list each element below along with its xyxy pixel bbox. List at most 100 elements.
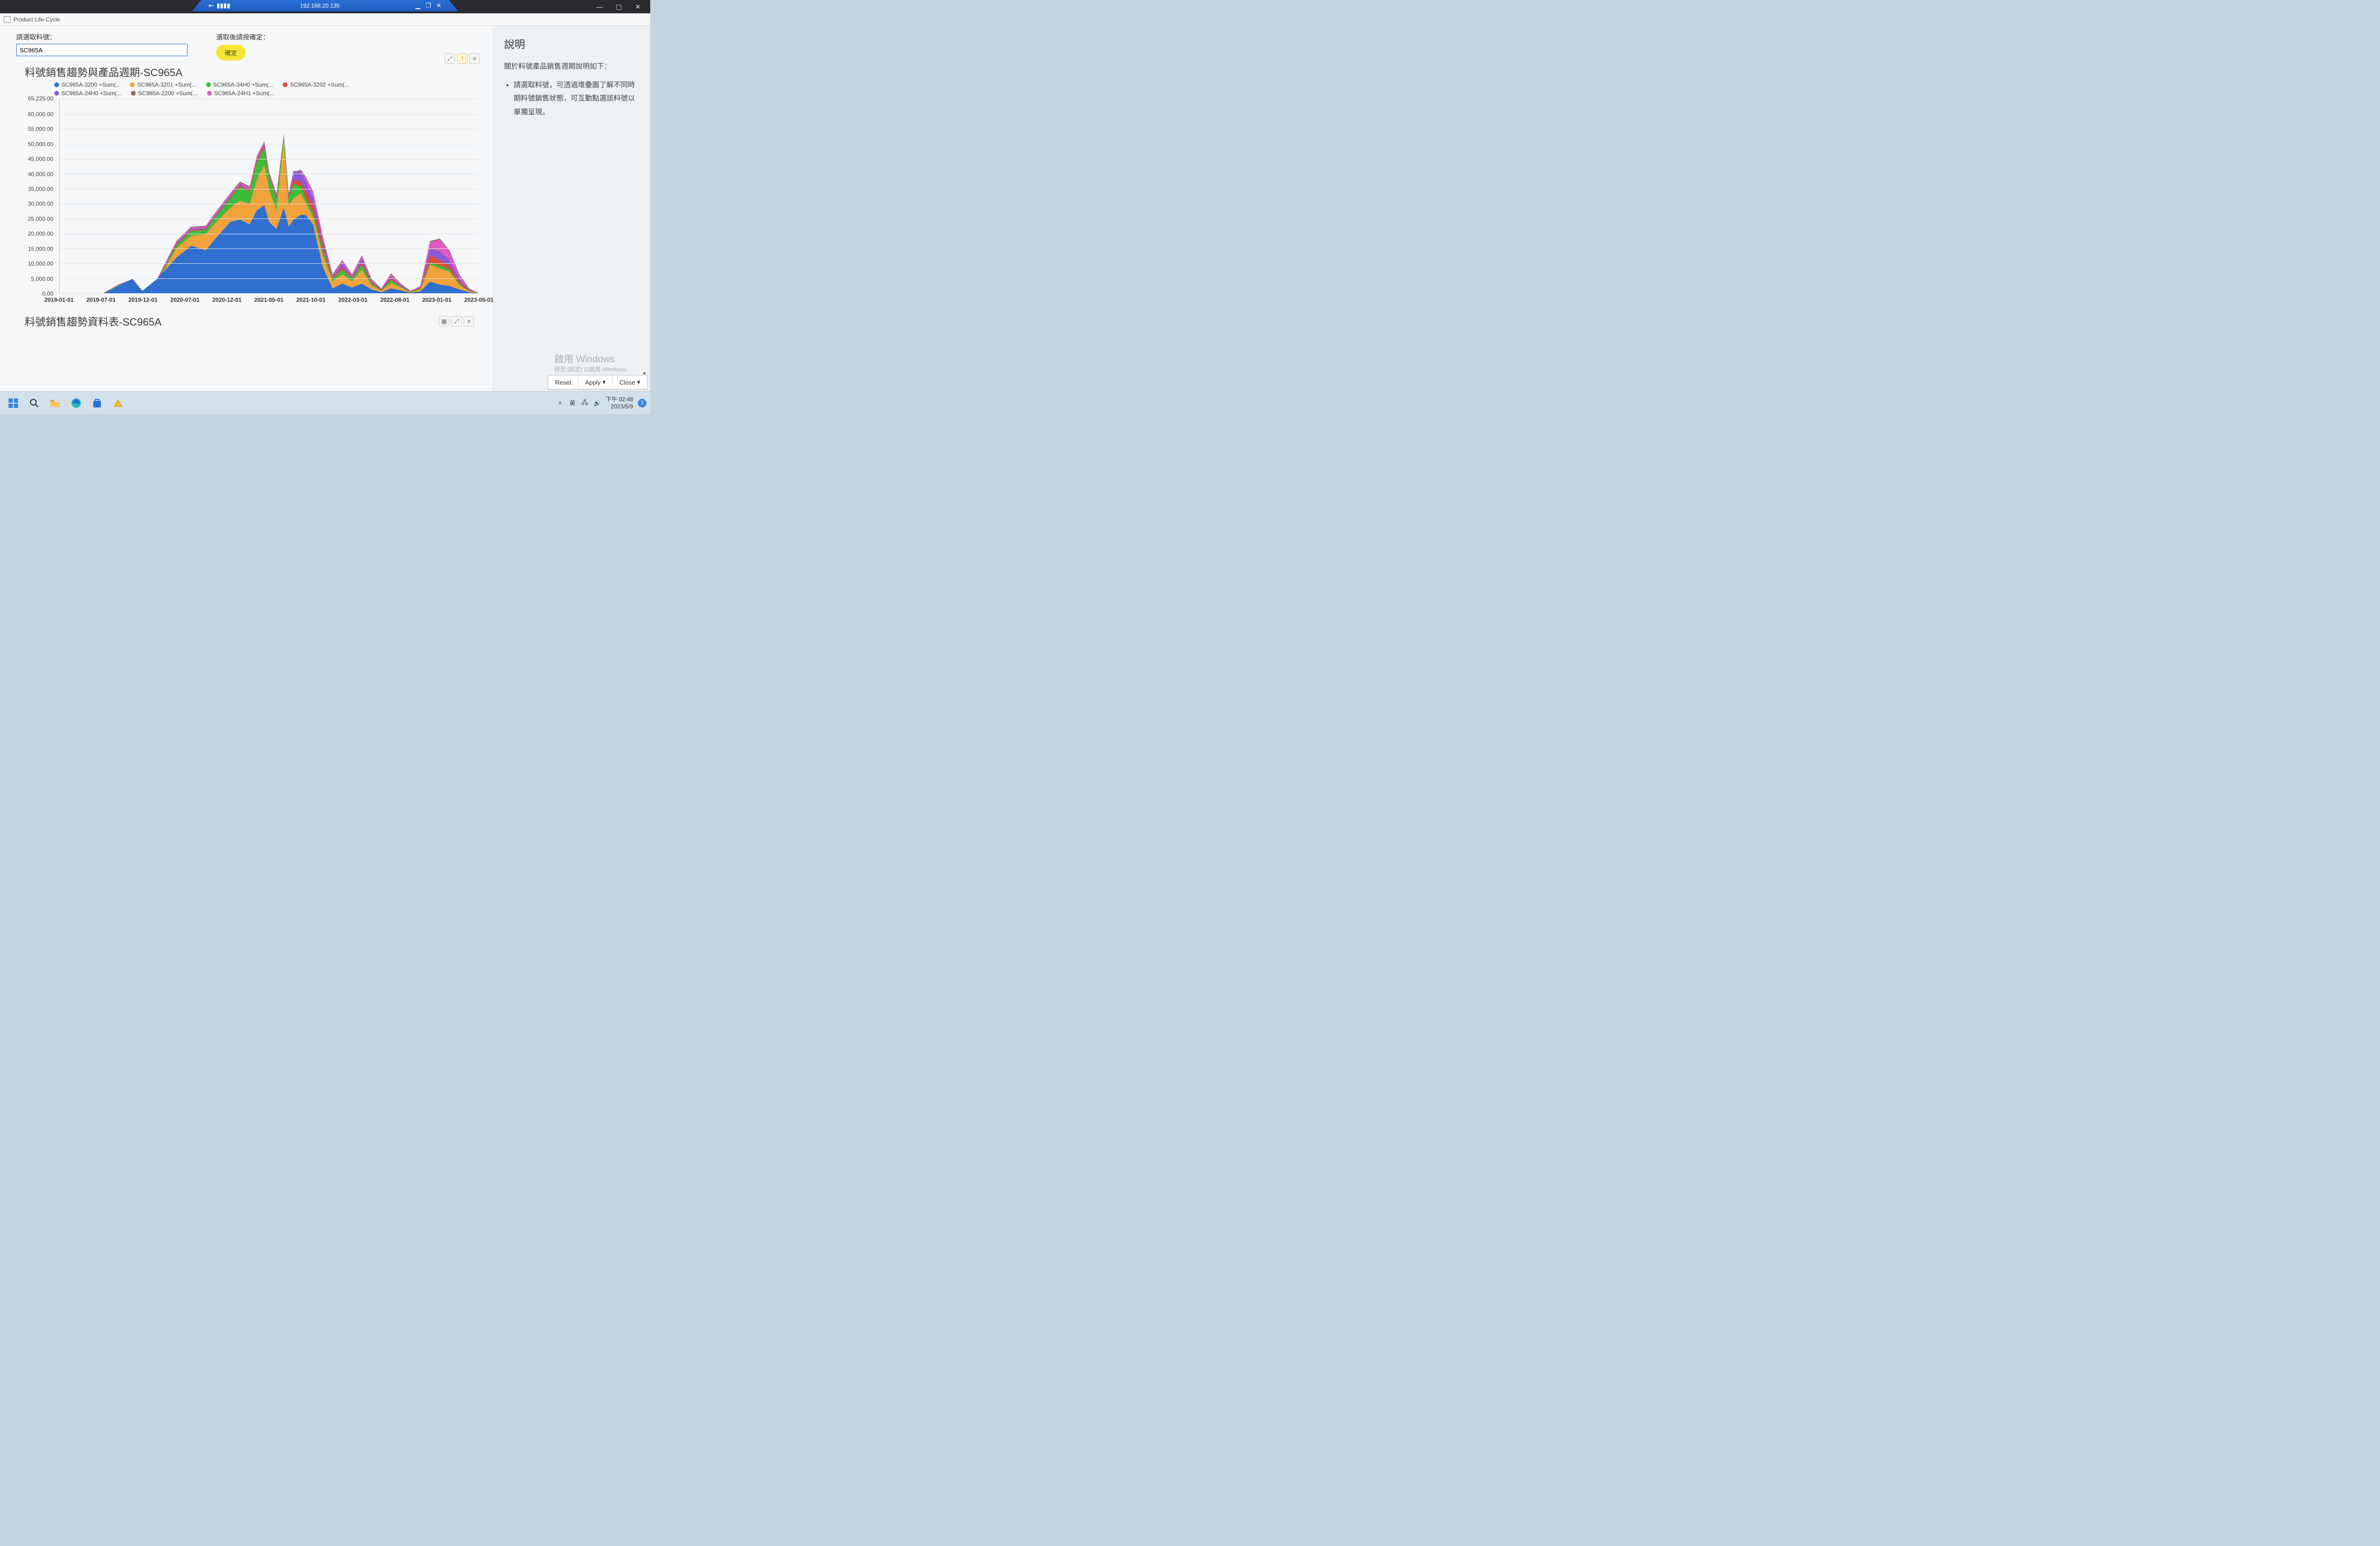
legend-item[interactable]: SC965A-34H0 +Sum(...	[206, 81, 273, 88]
y-tick-label: 45,000.00	[28, 156, 53, 162]
legend-item[interactable]: SC965A-24H0 +Sum(...	[54, 90, 121, 97]
x-tick-label: 2019-01-01	[44, 297, 73, 303]
y-tick-label: 55,000.00	[28, 126, 53, 132]
x-tick-label: 2022-03-01	[338, 297, 367, 303]
side-intro: 關於料號產品銷售週期說明如下：	[504, 60, 640, 74]
explorer-button[interactable]	[46, 394, 65, 413]
gridline	[60, 278, 479, 279]
rdp-close-button[interactable]: ✕	[434, 2, 444, 10]
store-button[interactable]	[88, 394, 107, 413]
y-tick-label: 40,000.00	[28, 171, 53, 178]
table-menu-button[interactable]: ≡	[464, 316, 474, 327]
legend-swatch-icon	[130, 82, 135, 87]
x-tick-label: 2019-12-01	[129, 297, 158, 303]
clock-time: 下午 02:48	[606, 396, 633, 403]
rdp-host: 192.168.20.135	[227, 2, 413, 9]
y-tick-label: 5,000.00	[31, 276, 53, 282]
tray-chevron-icon[interactable]: ˄	[556, 400, 564, 406]
legend-label: SC965A-2200 +Sum(...	[138, 90, 197, 97]
gridline	[60, 114, 479, 115]
stacked-area-svg	[60, 99, 479, 293]
legend-swatch-icon	[54, 82, 59, 87]
x-tick-label: 2021-05-01	[254, 297, 283, 303]
app-title: Product Life-Cycle	[13, 16, 60, 23]
x-tick-label: 2021-10-01	[296, 297, 325, 303]
side-bullet: 請選取料號，可透過堆疊圖了解不同時期料號銷售狀態，可互動點選該料號以單獨呈現。	[514, 79, 640, 119]
app-taskbar-button[interactable]	[109, 394, 128, 413]
notification-badge[interactable]: 2	[638, 399, 646, 407]
clock-date: 2023/5/9	[606, 403, 633, 410]
outer-close-button[interactable]: ✕	[628, 3, 647, 11]
chart-area: 0.00 5,000.00 10,000.00 15,000.00 20,000.00 2…	[16, 99, 484, 308]
table-title: 料號銷售趨勢資料表-SC965A	[25, 314, 161, 329]
legend-item[interactable]: SC965A-24H1 +Sum(...	[207, 90, 274, 97]
table-toolbar: ▦ ⤢ ≡	[439, 316, 474, 327]
search-icon	[30, 398, 39, 408]
apply-button[interactable]: Apply▾	[578, 376, 612, 389]
taskbar-clock[interactable]: 下午 02:48 2023/5/9	[606, 396, 633, 410]
network-icon[interactable]: 🖧	[581, 398, 589, 408]
rdp-restore-button[interactable]: ❐	[423, 2, 434, 10]
app-window: Product Life-Cycle 請選取料號： 選取後請按確定： 確定 ⤢ …	[0, 13, 650, 391]
chart-toolbar: ⤢ ! ≡	[445, 53, 480, 64]
app-titlebar: Product Life-Cycle	[0, 13, 650, 26]
x-tick-label: 2022-08-01	[380, 297, 409, 303]
watermark-line1: 啟用 Windows	[555, 351, 631, 365]
edge-button[interactable]	[67, 394, 86, 413]
rdp-connection-bar: ⇤ ▮▮▮▮ 192.168.20.135 ▁ ❐ ✕	[192, 0, 458, 11]
gridline	[60, 263, 479, 264]
side-panel: 說明 關於料號產品銷售週期說明如下： 請選取料號，可透過堆疊圖了解不同時期料號銷…	[493, 26, 650, 391]
y-tick-label: 10,000.00	[28, 260, 53, 267]
triangle-app-icon	[113, 398, 123, 408]
legend-label: SC965A-34H0 +Sum(...	[213, 81, 273, 88]
chart-plot[interactable]	[59, 99, 479, 294]
rdp-pin-icon[interactable]: ⇤	[206, 2, 217, 10]
legend-label: SC965A-24H1 +Sum(...	[214, 90, 274, 97]
legend-item[interactable]: SC965A-3201 +Sum(...	[130, 81, 196, 88]
gridline	[60, 218, 479, 219]
x-tick-label: 2023-05-01	[464, 297, 493, 303]
table-expand-button[interactable]: ⤢	[451, 316, 462, 327]
rdp-minimize-button[interactable]: ▁	[413, 2, 423, 10]
chevron-down-icon: ▾	[603, 378, 606, 386]
watermark-line2: 移至 [設定] 以啟用 Windows。	[555, 365, 631, 373]
legend-label: SC965A-3201 +Sum(...	[137, 81, 196, 88]
windows-activation-watermark: 啟用 Windows 移至 [設定] 以啟用 Windows。	[555, 351, 631, 373]
taskbar: ˄ 英 🖧 🔊 下午 02:48 2023/5/9 2	[0, 391, 650, 414]
ime-indicator[interactable]: 英	[569, 399, 576, 407]
legend-item[interactable]: SC965A-3202 +Sum(...	[283, 81, 349, 88]
close-button[interactable]: Close▾	[613, 376, 647, 389]
legend-item[interactable]: SC965A-3200 +Sum(...	[54, 81, 120, 88]
y-tick-label: 0.00	[42, 290, 53, 297]
reset-button[interactable]: Reset	[548, 376, 578, 389]
x-tick-label: 2020-12-01	[212, 297, 241, 303]
search-button[interactable]	[25, 394, 44, 413]
y-tick-label: 20,000.00	[28, 230, 53, 237]
outer-minimize-button[interactable]: —	[590, 3, 609, 10]
dialog-button-bar: Reset Apply▾ Close▾	[548, 375, 647, 389]
outer-maximize-button[interactable]: ▢	[609, 3, 628, 11]
y-tick-label: 50,000.00	[28, 141, 53, 148]
main-panel: 請選取料號： 選取後請按確定： 確定 ⤢ ! ≡ 料號銷售趨勢與產品週期-SC9…	[0, 26, 493, 391]
legend-swatch-icon	[206, 82, 211, 87]
chevron-down-icon: ▾	[637, 378, 640, 386]
gridline	[60, 293, 479, 294]
start-button[interactable]	[4, 394, 23, 413]
x-axis: 2019-01-012019-07-012019-12-012020-07-01…	[59, 295, 479, 308]
store-icon	[92, 398, 102, 408]
legend-item[interactable]: SC965A-2200 +Sum(...	[131, 90, 197, 97]
confirm-label: 選取後請按確定：	[216, 32, 269, 42]
confirm-button[interactable]: 確定	[216, 45, 246, 60]
legend-swatch-icon	[283, 82, 288, 87]
y-tick-label: 30,000.00	[28, 200, 53, 207]
side-heading: 說明	[504, 36, 640, 51]
chart-menu-button[interactable]: ≡	[469, 53, 480, 64]
volume-icon[interactable]: 🔊	[594, 400, 601, 406]
table-grid-button[interactable]: ▦	[439, 316, 449, 327]
y-tick-label: 60,000.00	[28, 111, 53, 118]
chart-expand-button[interactable]: ⤢	[445, 53, 455, 64]
app-icon	[4, 16, 10, 23]
partno-input[interactable]	[16, 44, 188, 56]
y-tick-label: 15,000.00	[28, 246, 53, 252]
chart-alert-button[interactable]: !	[457, 53, 467, 64]
